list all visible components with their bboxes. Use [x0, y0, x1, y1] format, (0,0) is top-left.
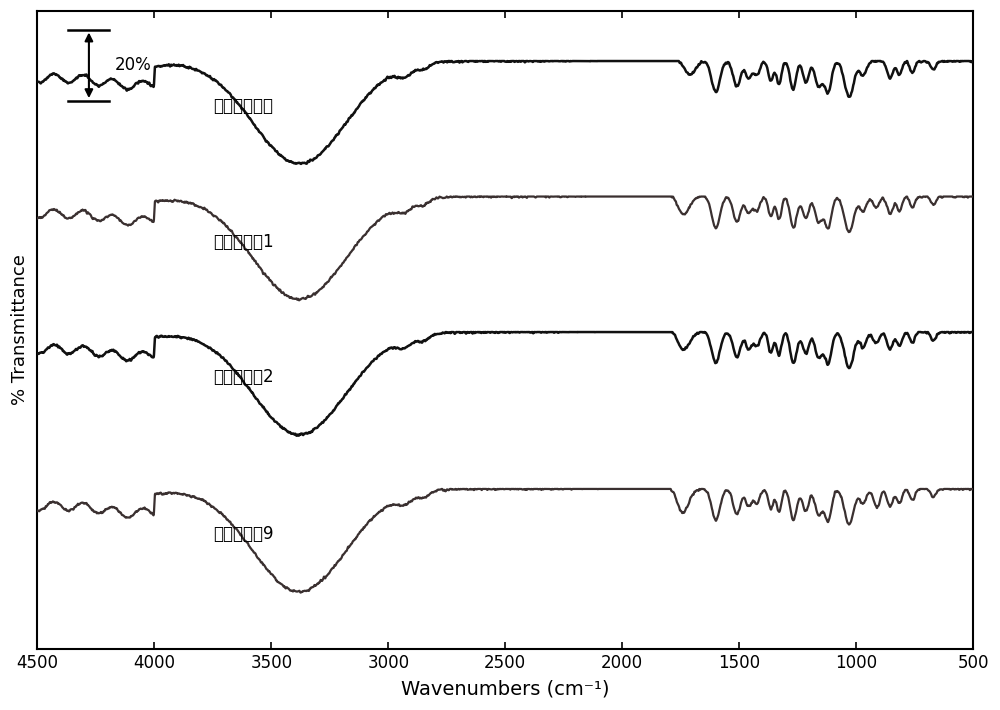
- X-axis label: Wavenumbers (cm⁻¹): Wavenumbers (cm⁻¹): [401, 680, 610, 699]
- Text: 未改性木质素: 未改性木质素: [213, 97, 273, 115]
- Text: 改性木质素9: 改性木质素9: [213, 525, 273, 543]
- Text: 改性木质素1: 改性木质素1: [213, 233, 274, 251]
- Y-axis label: % Transmittance: % Transmittance: [11, 254, 29, 405]
- Text: 20%: 20%: [115, 56, 152, 75]
- Text: 改性木质素2: 改性木质素2: [213, 368, 274, 386]
